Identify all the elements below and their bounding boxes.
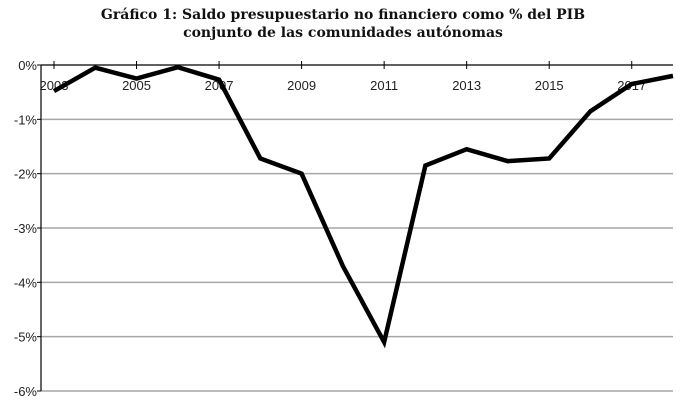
chart-title: Gráfico 1: Saldo presupuestario no finan… [0,6,686,42]
x-tick-label: 2011 [370,78,398,93]
y-tick-label: -2% [14,167,38,182]
x-tick-label: 2005 [122,78,151,93]
y-tick-label: -1% [14,112,38,127]
x-tick-label: 2015 [535,78,564,93]
y-tick-label: -3% [14,221,38,236]
series-line [52,64,674,349]
y-tick-label: 0% [18,58,37,73]
y-tick-label: -4% [14,275,38,290]
x-tick-label: 2013 [452,78,481,93]
chart-title-line2: conjunto de las comunidades autónomas [183,25,503,41]
x-tick-label: 2009 [287,78,316,93]
y-tick-label: -5% [14,330,38,345]
y-tick-label: -6% [14,384,38,399]
chart-title-line1: Gráfico 1: Saldo presupuestario no finan… [100,7,586,23]
